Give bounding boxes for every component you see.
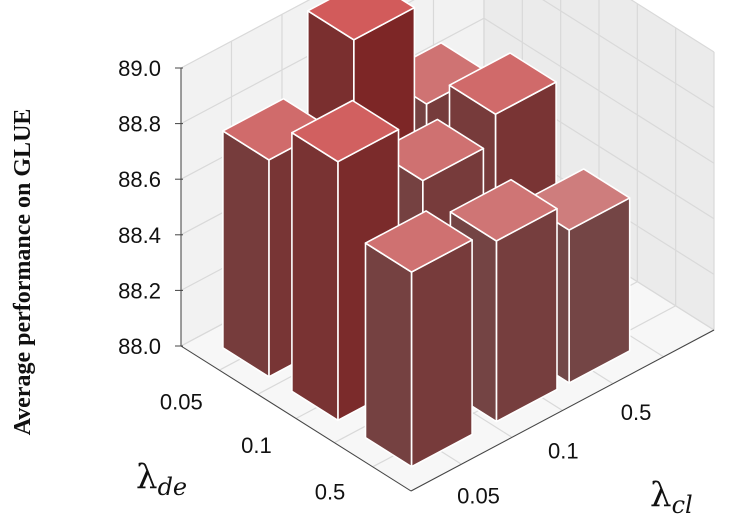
bar-top-face — [364, 210, 473, 273]
bars — [222, 0, 631, 468]
z-tick-label: 88.0 — [118, 334, 161, 359]
bar-top-face — [291, 99, 400, 163]
y-tick-label: 0.1 — [548, 439, 579, 464]
y-tick-label: 0.05 — [457, 484, 500, 509]
z-tick-label: 88.6 — [118, 167, 161, 192]
x-axis-line — [180, 345, 412, 492]
x-axis-symbol: λ — [136, 457, 158, 497]
bar-front-face — [364, 242, 413, 468]
bar-top-face — [449, 178, 558, 242]
y-axis-line — [410, 329, 715, 492]
z-axis-label: Average performance on GLUE — [10, 109, 36, 436]
bar-right-face — [410, 239, 473, 468]
y-axis-subscript: cl — [672, 491, 693, 519]
x-axis-label: λde — [136, 457, 187, 501]
z-tick-label: 88.8 — [118, 112, 161, 137]
bar-front-face — [291, 131, 339, 422]
x-tick-label: 0.05 — [160, 390, 203, 415]
y-axis-label: λcl — [650, 475, 693, 519]
x-tick-label: 0.5 — [315, 479, 346, 504]
bar-front-face — [222, 130, 270, 378]
tick-labels: 88.0 88.2 88.4 88.6 88.8 89.0 0.05 0.1 0.5 0.5 0.1… — [118, 56, 651, 509]
bar-top-face — [306, 0, 416, 41]
bar-right-face — [495, 207, 558, 423]
bar — [364, 210, 473, 468]
bar-top-face — [448, 52, 557, 115]
bar-top-face — [375, 118, 485, 182]
z-tick-label: 88.4 — [118, 223, 161, 248]
y-axis-symbol: λ — [650, 475, 672, 515]
z-tick-label: 88.2 — [118, 278, 161, 303]
z-tick-label: 89.0 — [118, 56, 161, 81]
bar — [449, 178, 558, 423]
x-tick-label: 0.1 — [241, 433, 272, 458]
y-tick-label: 0.5 — [621, 400, 652, 425]
x-axis-subscript: de — [158, 473, 188, 501]
